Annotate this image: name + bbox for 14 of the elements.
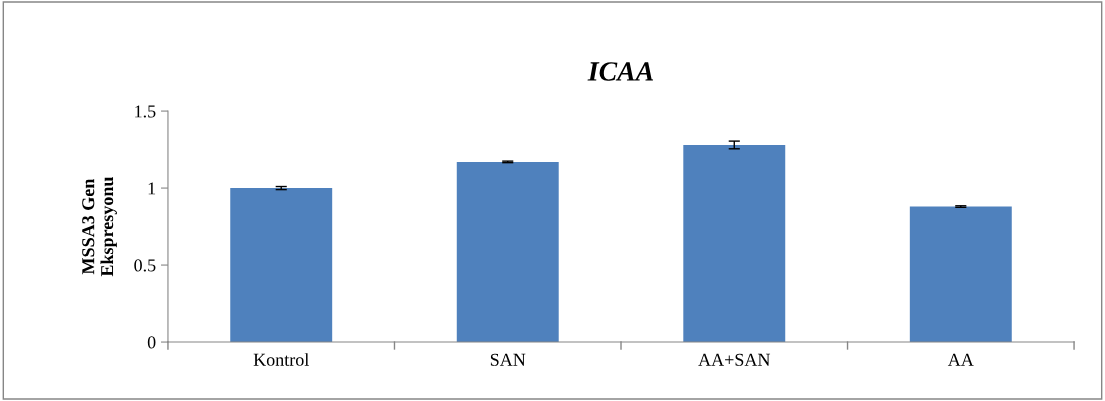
x-tick-label: SAN bbox=[490, 353, 526, 366]
x-tick-label: Kontrol bbox=[253, 353, 309, 366]
y-tick-label: 1 bbox=[148, 182, 156, 195]
y-tick-label: 0.5 bbox=[134, 259, 156, 272]
bar bbox=[456, 161, 559, 343]
chart-title: ICAA bbox=[587, 62, 654, 81]
x-tick-label: AA+SAN bbox=[698, 353, 771, 366]
x-tick-label: AA bbox=[947, 353, 974, 366]
y-tick-label: 1.5 bbox=[135, 105, 156, 118]
y-axis-title: MSSA3 Gen Ekspresyonu bbox=[82, 177, 117, 277]
bar bbox=[909, 206, 1012, 343]
y-tick-label: 0 bbox=[147, 336, 156, 349]
bar bbox=[230, 188, 333, 343]
bar bbox=[683, 144, 786, 343]
